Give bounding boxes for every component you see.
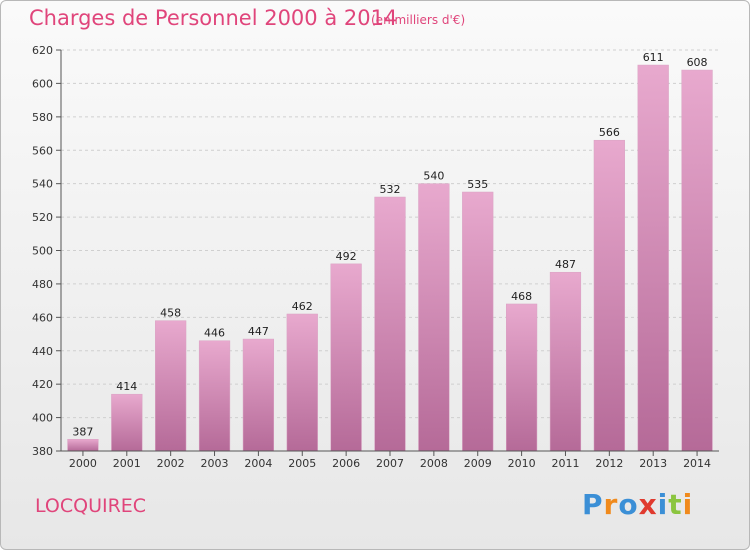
bar-value-label: 387 (72, 425, 93, 438)
bar (330, 263, 362, 452)
x-tick-label: 2007 (376, 457, 404, 470)
bar-value-label: 611 (643, 51, 664, 64)
x-tick-label: 2012 (595, 457, 623, 470)
x-tick-label: 2009 (464, 457, 492, 470)
logo-letter: o (618, 488, 639, 521)
bar-value-label: 447 (248, 325, 269, 338)
x-tick-label: 2013 (639, 457, 667, 470)
commune-name: LOCQUIREC (35, 495, 147, 517)
bar (549, 271, 582, 452)
logo-letter: x (638, 488, 658, 521)
y-tick-label: 560 (32, 144, 53, 157)
bar-value-label: 532 (380, 183, 401, 196)
y-tick-label: 400 (32, 412, 53, 425)
bar-value-label: 540 (423, 170, 444, 183)
y-tick-label: 420 (32, 378, 53, 391)
x-tick-label: 2000 (69, 457, 97, 470)
bar (286, 313, 318, 452)
bar-value-label: 462 (292, 300, 313, 313)
y-tick-label: 380 (32, 445, 53, 458)
y-tick-label: 600 (32, 77, 53, 90)
x-tick-label: 2014 (683, 457, 711, 470)
y-tick-label: 620 (32, 44, 53, 57)
y-tick-label: 480 (32, 278, 53, 291)
bar (418, 183, 450, 452)
x-tick-label: 2006 (332, 457, 360, 470)
bar-value-label: 492 (336, 250, 357, 263)
labels: 380 400 420 440 460 480 500 520 540 560 580 600 620 3… (32, 44, 711, 470)
logo-letter: i (657, 488, 669, 521)
bar-value-label: 468 (511, 290, 532, 303)
y-tick-label: 540 (32, 178, 53, 191)
bar-value-label: 535 (467, 178, 488, 191)
x-tick-label: 2008 (420, 457, 448, 470)
bar-value-label: 414 (116, 380, 137, 393)
x-tick-label: 2011 (551, 457, 579, 470)
x-tick-label: 2003 (201, 457, 229, 470)
bar-value-label: 566 (599, 126, 620, 139)
x-tick-label: 2005 (288, 457, 316, 470)
axes (56, 49, 719, 456)
logo-letter: i (682, 488, 694, 521)
bars (67, 64, 713, 452)
y-tick-label: 520 (32, 211, 53, 224)
bar (374, 196, 406, 452)
x-tick-label: 2002 (157, 457, 185, 470)
bar (637, 64, 669, 452)
x-tick-label: 2001 (113, 457, 141, 470)
bar (67, 439, 99, 452)
bar (242, 338, 275, 452)
x-tick-label: 2010 (508, 457, 536, 470)
bar (155, 320, 187, 452)
bar (681, 69, 713, 452)
bar-value-label: 608 (687, 56, 708, 69)
bar (462, 191, 494, 452)
y-tick-label: 500 (32, 245, 53, 258)
logo-letter: r (603, 488, 619, 521)
bar-value-label: 446 (204, 327, 225, 340)
bar (198, 340, 231, 452)
proxiti-logo: Proxiti (582, 488, 693, 521)
bar (506, 303, 538, 452)
y-tick-label: 580 (32, 111, 53, 124)
y-tick-label: 440 (32, 345, 53, 358)
x-tick-label: 2004 (244, 457, 272, 470)
y-tick-label: 460 (32, 311, 53, 324)
bar-value-label: 458 (160, 307, 181, 320)
chart-title: Charges de Personnel 2000 à 2014 (29, 6, 398, 30)
logo-letter: P (582, 488, 604, 521)
logo-letter: t (668, 488, 683, 521)
chart-subtitle: (en milliers d'€) (371, 13, 466, 27)
bar-value-label: 487 (555, 258, 576, 271)
bar (111, 393, 143, 452)
bar (593, 139, 625, 452)
